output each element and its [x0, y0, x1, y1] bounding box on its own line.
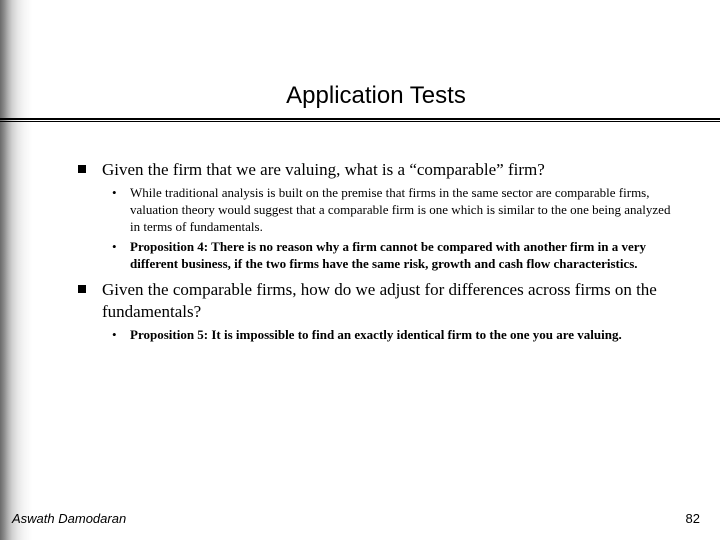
sub-bullet-text: Proposition 4: There is no reason why a … [130, 239, 646, 271]
square-bullet-icon [78, 285, 86, 293]
bullet-list: Given the firm that we are valuing, what… [74, 159, 678, 344]
bullet-text: Given the comparable firms, how do we ad… [102, 280, 657, 321]
slide-title: Application Tests [32, 82, 720, 110]
title-area: Application Tests [32, 0, 720, 121]
bullet-text: Given the firm that we are valuing, what… [102, 160, 545, 179]
square-bullet-icon [78, 165, 86, 173]
page-number: 82 [686, 511, 700, 526]
sub-bullet-text: Proposition 5: It is impossible to find … [130, 327, 622, 342]
bullet-item: Given the comparable firms, how do we ad… [74, 279, 678, 345]
sub-bullet-item: While traditional analysis is built on t… [102, 185, 678, 235]
left-gradient-band [0, 0, 32, 540]
slide-body: Application Tests Given the firm that we… [32, 0, 720, 540]
title-underline [32, 118, 720, 121]
sub-bullet-item: Proposition 5: It is impossible to find … [102, 327, 678, 344]
footer-author: Aswath Damodaran [12, 511, 126, 526]
content-area: Given the firm that we are valuing, what… [32, 121, 720, 344]
sub-bullet-item: Proposition 4: There is no reason why a … [102, 239, 678, 272]
sub-bullet-list: Proposition 5: It is impossible to find … [102, 327, 678, 344]
sub-bullet-text: While traditional analysis is built on t… [130, 185, 670, 233]
sub-bullet-list: While traditional analysis is built on t… [102, 185, 678, 272]
bullet-item: Given the firm that we are valuing, what… [74, 159, 678, 273]
